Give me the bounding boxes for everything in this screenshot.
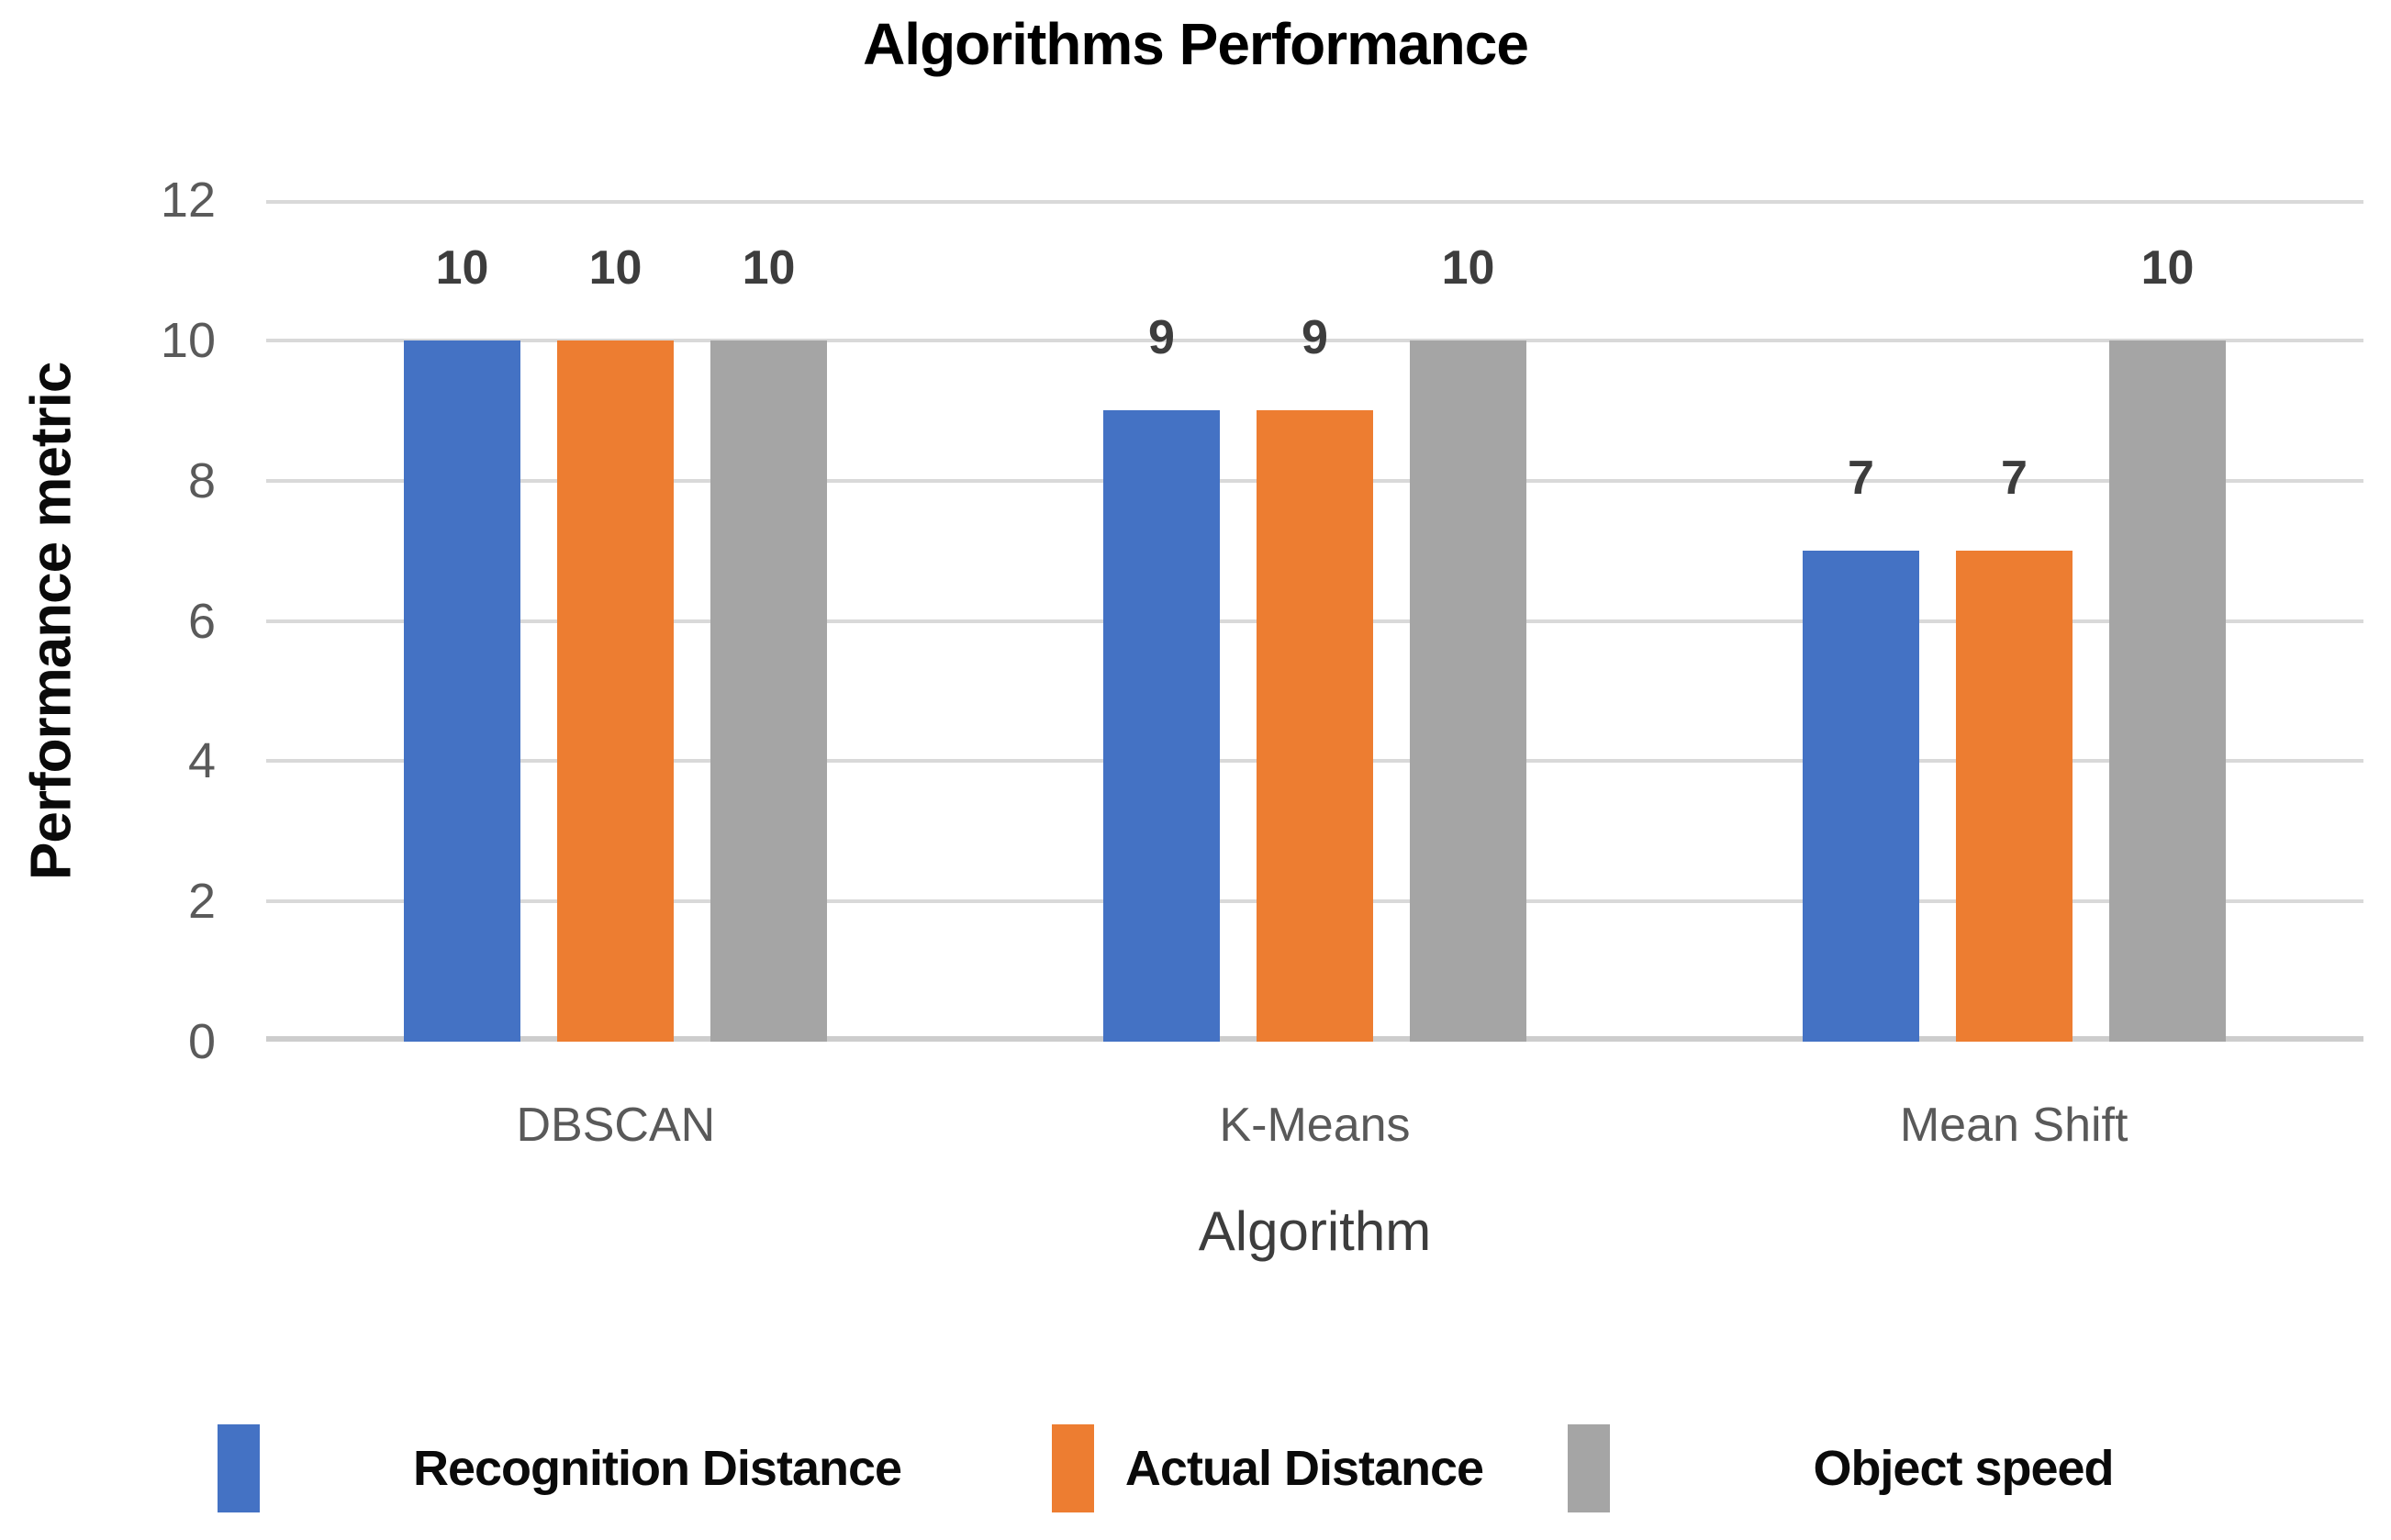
data-label-mean-shift-object-speed: 10 <box>2140 241 2195 295</box>
y-tick-label-0: 0 <box>187 1014 216 1069</box>
legend-item-actual-distance: Actual Distance <box>1052 1409 1492 1528</box>
bar-dbscan-object-speed <box>710 340 827 1042</box>
y-tick-label-2: 2 <box>187 874 216 930</box>
x-category-label-mean-shift: Mean Shift <box>1899 1099 2128 1152</box>
y-tick-label-6: 6 <box>187 593 216 649</box>
legend-item-object-speed: Object speed <box>1568 1409 2262 1528</box>
x-category-label-k-means: K-Means <box>1219 1099 1411 1152</box>
data-label-k-means-actual-distance: 9 <box>1302 311 1328 364</box>
data-label-mean-shift-recognition-distance: 7 <box>1848 452 1874 505</box>
y-tick-label-12: 12 <box>160 173 216 228</box>
y-tick-label-10: 10 <box>160 312 216 368</box>
bar-mean-shift-object-speed <box>2109 340 2226 1042</box>
x-axis-title: Algorithm <box>1198 1200 1432 1262</box>
y-tick-label-4: 4 <box>187 733 216 789</box>
data-label-mean-shift-actual-distance: 7 <box>2001 452 2028 505</box>
gridline-y10 <box>266 338 2363 342</box>
legend-swatch-recognition-distance <box>218 1424 260 1512</box>
data-label-k-means-object-speed: 10 <box>1441 241 1495 295</box>
x-category-label-dbscan: DBSCAN <box>516 1099 716 1152</box>
bar-k-means-object-speed <box>1410 340 1526 1042</box>
data-label-dbscan-recognition-distance: 10 <box>435 241 489 295</box>
bar-k-means-recognition-distance <box>1103 410 1220 1042</box>
legend-swatch-object-speed <box>1568 1424 1610 1512</box>
gridline-y12 <box>266 200 2363 204</box>
data-label-dbscan-object-speed: 10 <box>742 241 796 295</box>
legend-label-object-speed: Object speed <box>1813 1441 2114 1496</box>
y-tick-label-8: 8 <box>187 452 216 508</box>
bar-k-means-actual-distance <box>1257 410 1373 1042</box>
legend-item-recognition-distance: Recognition Distance <box>218 1409 974 1528</box>
legend-swatch-actual-distance <box>1052 1424 1094 1512</box>
plot-area: 10 10 10 9 9 10 7 7 10 <box>266 200 2363 1042</box>
legend-label-recognition-distance: Recognition Distance <box>412 1441 902 1496</box>
legend-label-actual-distance: Actual Distance <box>1124 1441 1484 1496</box>
chart-title: Algorithms Performance <box>863 11 1529 77</box>
data-label-k-means-recognition-distance: 9 <box>1148 311 1175 364</box>
bar-mean-shift-actual-distance <box>1956 551 2073 1042</box>
data-label-dbscan-actual-distance: 10 <box>588 241 642 295</box>
bar-mean-shift-recognition-distance <box>1803 551 1919 1042</box>
bar-dbscan-actual-distance <box>557 340 674 1042</box>
bar-dbscan-recognition-distance <box>404 340 520 1042</box>
